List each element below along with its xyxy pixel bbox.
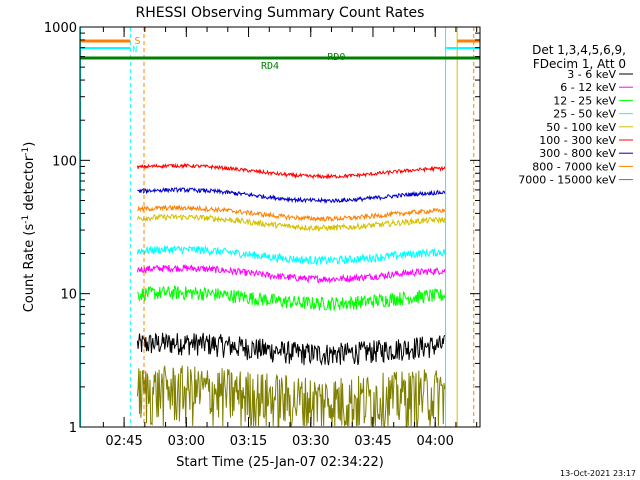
series-traces (136, 162, 446, 427)
x-tick-label: 03:00 (168, 434, 205, 449)
annotation-label: S (134, 36, 140, 47)
x-tick-label: 02:45 (105, 434, 142, 449)
x-axis-label: Start Time (25-Jan-07 02:34:22) (176, 455, 384, 470)
series-line-2 (137, 285, 446, 311)
chart-title: RHESSI Observing Summary Count Rates (136, 5, 425, 21)
legend-label: 300 - 800 keV (539, 147, 616, 160)
y-tick-label: 1 (69, 421, 77, 436)
legend-label: 7000 - 15000 keV (518, 174, 616, 187)
series-line-4 (136, 213, 446, 232)
series-line-7 (137, 204, 446, 223)
plot-frame (79, 26, 481, 428)
x-tick-label: 03:45 (354, 434, 391, 449)
legend-label: 6 - 12 keV (560, 81, 616, 94)
series-line-6 (137, 186, 446, 205)
series-line-8 (136, 365, 446, 427)
footer-timestamp: 13-Oct-2021 23:17 (560, 469, 636, 478)
legend-label: 50 - 100 keV (546, 121, 616, 134)
legend-label: 100 - 300 keV (539, 134, 616, 147)
series-line-1 (136, 263, 446, 285)
series-line-5 (136, 162, 446, 180)
legend-label: 25 - 50 keV (553, 108, 616, 121)
legend-label: 12 - 25 keV (553, 94, 616, 107)
y-tick-label: 1000 (44, 21, 77, 36)
y-tick-label: 100 (52, 154, 77, 169)
annotation-layer: SN RD0 RD4 (80, 27, 480, 427)
x-axis: 02:45 03:00 03:15 03:30 03:45 04:00 (102, 27, 478, 449)
legend-label: 3 - 6 keV (567, 68, 616, 81)
series-line-0 (136, 332, 446, 366)
annotation-label: RD0 (327, 52, 345, 63)
x-tick-label: 03:30 (292, 434, 329, 449)
legend: Det 1,3,4,5,6,9,FDecim 1, Att 03 - 6 keV… (518, 43, 633, 187)
x-tick-label: 04:00 (416, 434, 453, 449)
legend-header: Det 1,3,4,5,6,9, (532, 43, 626, 57)
legend-label: 800 - 7000 keV (532, 160, 616, 173)
x-tick-label: 03:15 (230, 434, 267, 449)
y-axis: 1 10 100 1000 (44, 21, 480, 436)
series-line-3 (136, 244, 446, 266)
annotation-label: N (132, 45, 137, 54)
legend-header: FDecim 1, Att 0 (533, 57, 626, 71)
y-tick-label: 10 (60, 288, 77, 303)
annotation-label: RD4 (261, 61, 279, 72)
y-axis-label: Count Rate (s-1 detector-1) (21, 142, 37, 313)
